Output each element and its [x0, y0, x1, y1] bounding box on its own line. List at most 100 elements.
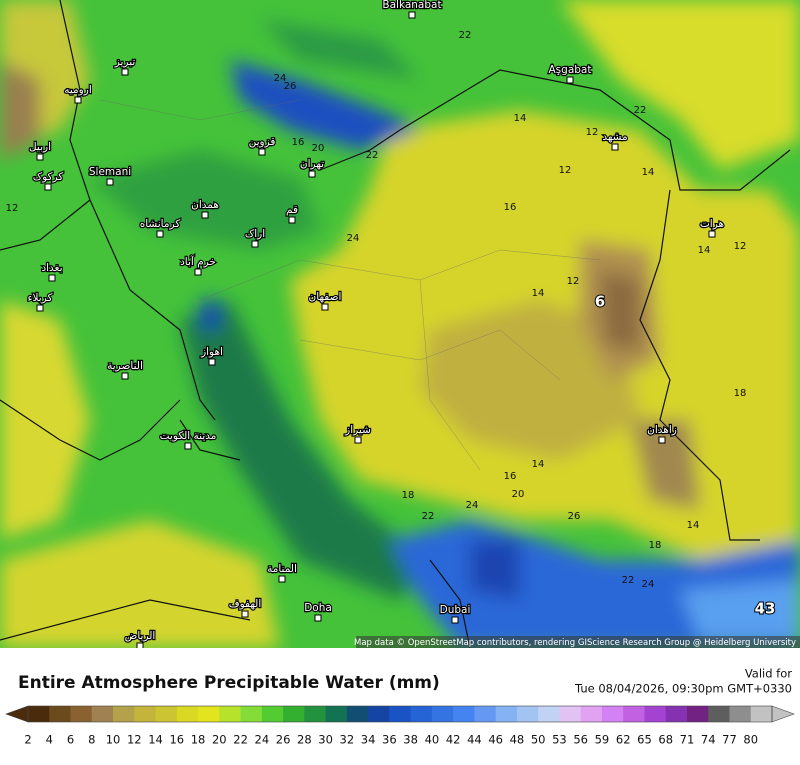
city-label: قزوین — [249, 136, 276, 148]
colorbar-cell — [686, 706, 709, 722]
contour-label: 18 — [402, 490, 415, 501]
colorbar-label: 26 — [276, 733, 291, 747]
colorbar-cell — [516, 706, 539, 722]
colorbar-cell — [325, 706, 348, 722]
colorbar-label: 42 — [446, 733, 461, 747]
city-marker — [121, 372, 129, 380]
valid-label: Valid for — [745, 667, 792, 681]
colorbar-cell — [49, 706, 72, 722]
city-marker — [308, 170, 316, 178]
colorbar-cell — [113, 706, 135, 722]
city-marker — [708, 230, 716, 238]
city-label: همدان — [191, 199, 219, 211]
colorbar-label: 32 — [340, 733, 355, 747]
colorbar-cell — [729, 706, 752, 722]
colorbar-cell — [431, 706, 454, 722]
colorbar-cell — [198, 706, 220, 722]
contour-label: 22 — [634, 105, 647, 116]
city-marker — [241, 610, 249, 618]
city-marker — [251, 240, 259, 248]
colorbar-label: 59 — [595, 733, 610, 747]
city-label: تهران — [300, 158, 324, 170]
attribution: Map data © OpenStreetMap contributors, r… — [354, 638, 796, 648]
colorbar-label: 16 — [169, 733, 184, 747]
colorbar-cell — [708, 706, 730, 722]
province-lines — [99, 99, 601, 471]
colorbar-cell — [304, 706, 327, 722]
colorbar-label: 77 — [722, 733, 737, 747]
colorbar-arrow-right — [771, 705, 795, 723]
map-field: Map data © OpenStreetMap contributors, r… — [0, 0, 800, 648]
city-marker — [408, 11, 416, 19]
colorbar-cell — [474, 706, 497, 722]
colorbar-label: 48 — [510, 733, 525, 747]
colorbar-cell — [240, 706, 263, 722]
city-marker — [156, 230, 164, 238]
colorbar-label: 30 — [318, 733, 333, 747]
city-marker — [451, 616, 459, 624]
colorbar-label: 38 — [403, 733, 418, 747]
city-label: مدينة الكويت — [160, 430, 217, 442]
city-marker — [611, 143, 619, 151]
city-label: Dubai — [440, 604, 471, 616]
contour-label: 12 — [559, 165, 572, 176]
colorbar-arrow-left — [5, 705, 29, 723]
colorbar-frame — [27, 705, 773, 723]
contour-label: 6 — [595, 293, 605, 311]
colorbar-cell — [70, 706, 93, 722]
contour-label: 16 — [504, 471, 517, 482]
city-label: خرم آباد — [180, 255, 216, 268]
title: Entire Atmosphere Precipitable Water (mm… — [18, 673, 440, 693]
city-marker — [288, 216, 296, 224]
city-label: اهواز — [200, 346, 223, 358]
colorbar-label: 10 — [106, 733, 121, 747]
city-marker — [194, 268, 202, 276]
contour-label: 20 — [512, 489, 525, 500]
colorbar-label: 53 — [552, 733, 567, 747]
field-shading — [0, 0, 800, 648]
city-label: الرياض — [125, 630, 156, 642]
colorbar-cell — [134, 706, 157, 722]
city-marker — [658, 436, 666, 444]
city-label: Aşgabat — [549, 64, 592, 76]
city-marker — [201, 211, 209, 219]
valid-time: Tue 08/04/2026, 09:30pm GMT+0330 — [574, 682, 792, 696]
colorbar-label: 6 — [67, 733, 74, 747]
colorbar-cell — [559, 706, 582, 722]
contour-label: 26 — [568, 511, 581, 522]
city-marker — [36, 153, 44, 161]
city-label: تبریز — [114, 56, 136, 68]
city-marker — [321, 303, 329, 311]
contour-label: 24 — [347, 233, 360, 244]
city-label: اراک — [245, 228, 265, 240]
city-marker — [314, 614, 322, 622]
colorbar-label: 34 — [361, 733, 376, 747]
colorbar-cell — [495, 706, 518, 722]
colorbar-cell — [750, 706, 773, 722]
colorbar-cell — [580, 706, 603, 722]
city-marker — [184, 442, 192, 450]
colorbar-label: 18 — [191, 733, 206, 747]
colorbar-cell — [665, 706, 688, 722]
city-label: قم — [286, 204, 298, 216]
colorbar-cell — [623, 706, 645, 722]
colorbar-label: 68 — [658, 733, 673, 747]
colorbar-cell — [176, 706, 199, 722]
city-label: زاهدان — [647, 424, 677, 436]
contour-label: 14 — [698, 245, 711, 256]
colorbar-label: 44 — [467, 733, 482, 747]
contour-label: 12 — [586, 127, 599, 138]
colorbar-label: 46 — [488, 733, 503, 747]
city-marker — [106, 178, 114, 186]
contour-label: 16 — [504, 202, 517, 213]
colorbar-cell — [410, 706, 433, 722]
contour-label: 12 — [567, 276, 580, 287]
colorbar-label: 14 — [148, 733, 163, 747]
city-label: هرات — [700, 218, 724, 230]
city-label: المنامة — [267, 563, 297, 575]
city-label: Balkanabat — [382, 0, 441, 11]
contour-label: 24 — [642, 579, 655, 590]
borders — [0, 0, 791, 648]
colorbar-label: 12 — [127, 733, 142, 747]
